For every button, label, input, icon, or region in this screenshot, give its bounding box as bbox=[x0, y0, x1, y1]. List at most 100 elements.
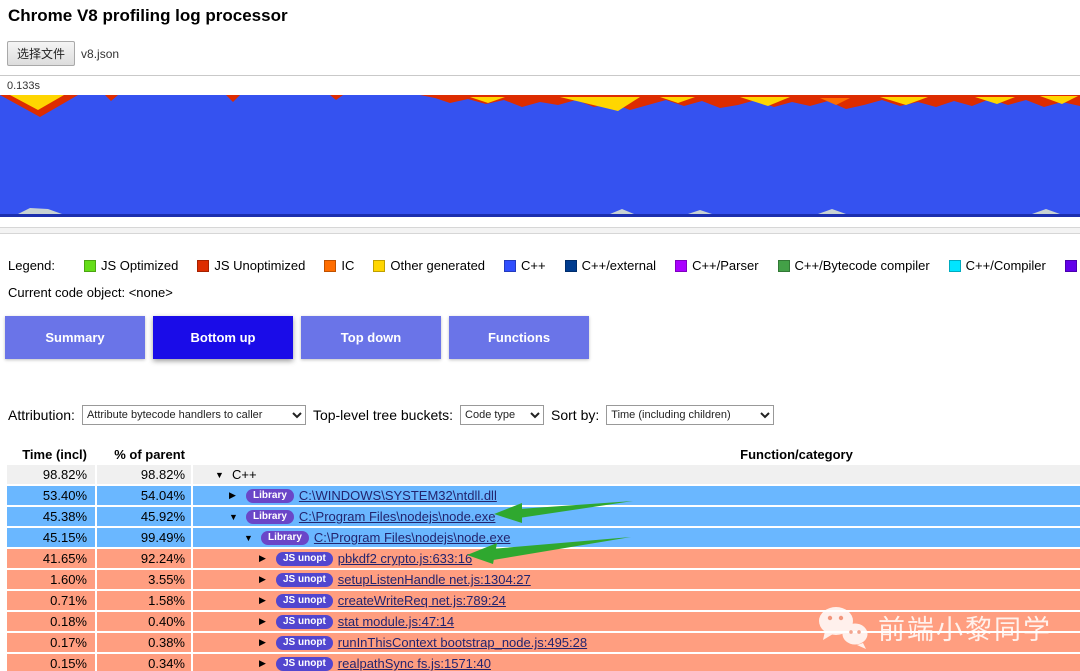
percent-of-parent-value: 0.38% bbox=[97, 633, 191, 652]
code-type-badge: JS unopt bbox=[276, 614, 333, 629]
function-link[interactable]: C:\Program Files\nodejs\node.exe bbox=[298, 509, 496, 524]
selected-file-name: v8.json bbox=[81, 46, 120, 61]
legend-swatch-icon bbox=[504, 259, 517, 272]
time-incl-value: 0.15% bbox=[7, 654, 95, 671]
legend-swatch-icon bbox=[675, 259, 688, 272]
function-cell: ▶ JS unopt createWriteReq net.js:789:24 bbox=[193, 591, 1080, 610]
table-row[interactable]: 0.15% 0.34% ▶ JS unopt realpathSync fs.j… bbox=[7, 654, 1080, 671]
legend-item: C++/ bbox=[1064, 258, 1080, 273]
header-function-category: Function/category bbox=[740, 446, 853, 462]
expand-toggle-icon[interactable]: ▶ bbox=[259, 574, 266, 584]
legend-item-label: C++/Parser bbox=[692, 258, 759, 273]
expand-toggle-icon[interactable]: ▶ bbox=[229, 490, 236, 500]
time-incl-value: 41.65% bbox=[7, 549, 95, 568]
legend-item-label: Other generated bbox=[390, 258, 486, 273]
time-incl-value: 1.60% bbox=[7, 570, 95, 589]
function-link[interactable]: runInThisContext bootstrap_node.js:495:2… bbox=[337, 635, 588, 650]
legend-item-label: IC bbox=[341, 258, 355, 273]
percent-of-parent-value: 1.58% bbox=[97, 591, 191, 610]
table-row[interactable]: 1.60% 3.55% ▶ JS unopt setupListenHandle… bbox=[7, 570, 1080, 589]
function-link[interactable]: setupListenHandle net.js:1304:27 bbox=[337, 572, 531, 587]
code-type-badge: Library bbox=[246, 488, 294, 503]
bottom-up-tree-table: Time (incl) % of parent Function/categor… bbox=[0, 445, 1080, 671]
percent-of-parent-value: 0.40% bbox=[97, 612, 191, 631]
table-row[interactable]: 53.40% 54.04% ▶ Library C:\WINDOWS\SYSTE… bbox=[7, 486, 1080, 505]
code-type-badge: JS unopt bbox=[276, 551, 333, 566]
legend-item-label: JS Optimized bbox=[101, 258, 179, 273]
table-row[interactable]: 41.65% 92.24% ▶ JS unopt pbkdf2 crypto.j… bbox=[7, 549, 1080, 568]
percent-of-parent-value: 99.49% bbox=[97, 528, 191, 547]
legend-item: C++/Bytecode compiler bbox=[777, 258, 930, 273]
time-incl-value: 53.40% bbox=[7, 486, 95, 505]
table-row[interactable]: 98.82% 98.82% ▼ C++ bbox=[7, 465, 1080, 484]
time-incl-value: 0.17% bbox=[7, 633, 95, 652]
timeline-cpp-area bbox=[0, 95, 1080, 216]
tab-functions[interactable]: Functions bbox=[449, 316, 589, 359]
legend-item: JS Unoptimized bbox=[197, 258, 305, 273]
buckets-select[interactable]: Code type bbox=[460, 405, 545, 425]
attribution-select[interactable]: Attribute bytecode handlers to caller bbox=[81, 405, 306, 425]
header-percent-of-parent: % of parent bbox=[114, 446, 185, 462]
function-link[interactable]: C:\Program Files\nodejs\node.exe bbox=[313, 530, 511, 545]
view-switcher: Summary Bottom up Top down Functions bbox=[5, 316, 1080, 359]
table-row[interactable]: 0.17% 0.38% ▶ JS unopt runInThisContext … bbox=[7, 633, 1080, 652]
table-header-row: Time (incl) % of parent Function/categor… bbox=[7, 445, 1080, 463]
code-type-badge: JS unopt bbox=[276, 593, 333, 608]
legend-item-label: JS Unoptimized bbox=[214, 258, 306, 273]
expand-toggle-icon[interactable]: ▶ bbox=[259, 637, 266, 647]
table-row[interactable]: 45.15% 99.49% ▼ Library C:\Program Files… bbox=[7, 528, 1080, 547]
legend-swatch-icon bbox=[777, 259, 790, 272]
time-incl-value: 45.38% bbox=[7, 507, 95, 526]
choose-file-button[interactable]: 选择文件 bbox=[7, 41, 76, 66]
timeline-flame-chart[interactable] bbox=[0, 93, 1080, 223]
function-cell: ▶ JS unopt pbkdf2 crypto.js:633:16 bbox=[193, 549, 1080, 568]
file-picker: 选择文件 v8.json bbox=[7, 41, 1080, 66]
legend-item: Other generated bbox=[373, 258, 485, 273]
tab-top-down[interactable]: Top down bbox=[301, 316, 441, 359]
expand-toggle-icon[interactable]: ▶ bbox=[259, 616, 266, 626]
code-type-badge: JS unopt bbox=[276, 572, 333, 587]
current-code-object-value: <none> bbox=[128, 285, 173, 300]
timeline-other-generated-patches bbox=[10, 95, 1078, 111]
expand-toggle-icon[interactable]: ▶ bbox=[259, 553, 266, 563]
table-row[interactable]: 0.71% 1.58% ▶ JS unopt createWriteReq ne… bbox=[7, 591, 1080, 610]
legend-swatch-icon bbox=[373, 259, 386, 272]
table-row[interactable]: 0.18% 0.40% ▶ JS unopt stat module.js:47… bbox=[7, 612, 1080, 631]
legend-title: Legend: bbox=[8, 258, 55, 273]
page-title: Chrome V8 profiling log processor bbox=[8, 6, 288, 25]
function-cell: ▶ JS unopt realpathSync fs.js:1571:40 bbox=[193, 654, 1080, 671]
expand-toggle-icon[interactable]: ▶ bbox=[259, 658, 266, 668]
legend-item: C++ bbox=[504, 258, 546, 273]
function-cell: ▶ JS unopt stat module.js:47:14 bbox=[193, 612, 1080, 631]
code-type-badge: JS unopt bbox=[276, 656, 333, 671]
expand-toggle-icon[interactable]: ▼ bbox=[215, 469, 224, 480]
timeline-range-strip[interactable] bbox=[0, 227, 1080, 234]
function-link[interactable]: createWriteReq net.js:789:24 bbox=[337, 593, 506, 608]
function-cell: ▼ Library C:\Program Files\nodejs\node.e… bbox=[193, 507, 1080, 526]
time-incl-value: 0.18% bbox=[7, 612, 95, 631]
time-incl-value: 0.71% bbox=[7, 591, 95, 610]
sort-by-select[interactable]: Time (including children) bbox=[606, 405, 775, 425]
table-row[interactable]: 45.38% 45.92% ▼ Library C:\Program Files… bbox=[7, 507, 1080, 526]
function-cell: ▶ Library C:\WINDOWS\SYSTEM32\ntdll.dll bbox=[193, 486, 1080, 505]
legend-item: JS Optimized bbox=[84, 258, 178, 273]
code-type-badge: JS unopt bbox=[276, 635, 333, 650]
legend-swatch-icon bbox=[948, 259, 961, 272]
legend-item-label: C++/Compiler bbox=[965, 258, 1046, 273]
expand-toggle-icon[interactable]: ▼ bbox=[229, 511, 238, 522]
expand-toggle-icon[interactable]: ▶ bbox=[259, 595, 266, 605]
current-code-object: Current code object: <none> bbox=[8, 285, 1080, 300]
function-link[interactable]: realpathSync fs.js:1571:40 bbox=[337, 656, 491, 671]
percent-of-parent-value: 0.34% bbox=[97, 654, 191, 671]
tab-summary[interactable]: Summary bbox=[5, 316, 145, 359]
function-link[interactable]: stat module.js:47:14 bbox=[337, 614, 455, 629]
legend-swatch-icon bbox=[564, 259, 577, 272]
function-link[interactable]: pbkdf2 crypto.js:633:16 bbox=[337, 551, 473, 566]
code-type-badge: Library bbox=[246, 509, 294, 524]
legend-swatch-icon bbox=[1064, 259, 1077, 272]
timeline-start-label: 0.133s bbox=[7, 80, 41, 92]
function-link[interactable]: C:\WINDOWS\SYSTEM32\ntdll.dll bbox=[298, 488, 497, 503]
expand-toggle-icon[interactable]: ▼ bbox=[244, 532, 253, 543]
function-cell: ▶ JS unopt runInThisContext bootstrap_no… bbox=[193, 633, 1080, 652]
tab-bottom-up[interactable]: Bottom up bbox=[153, 316, 293, 359]
